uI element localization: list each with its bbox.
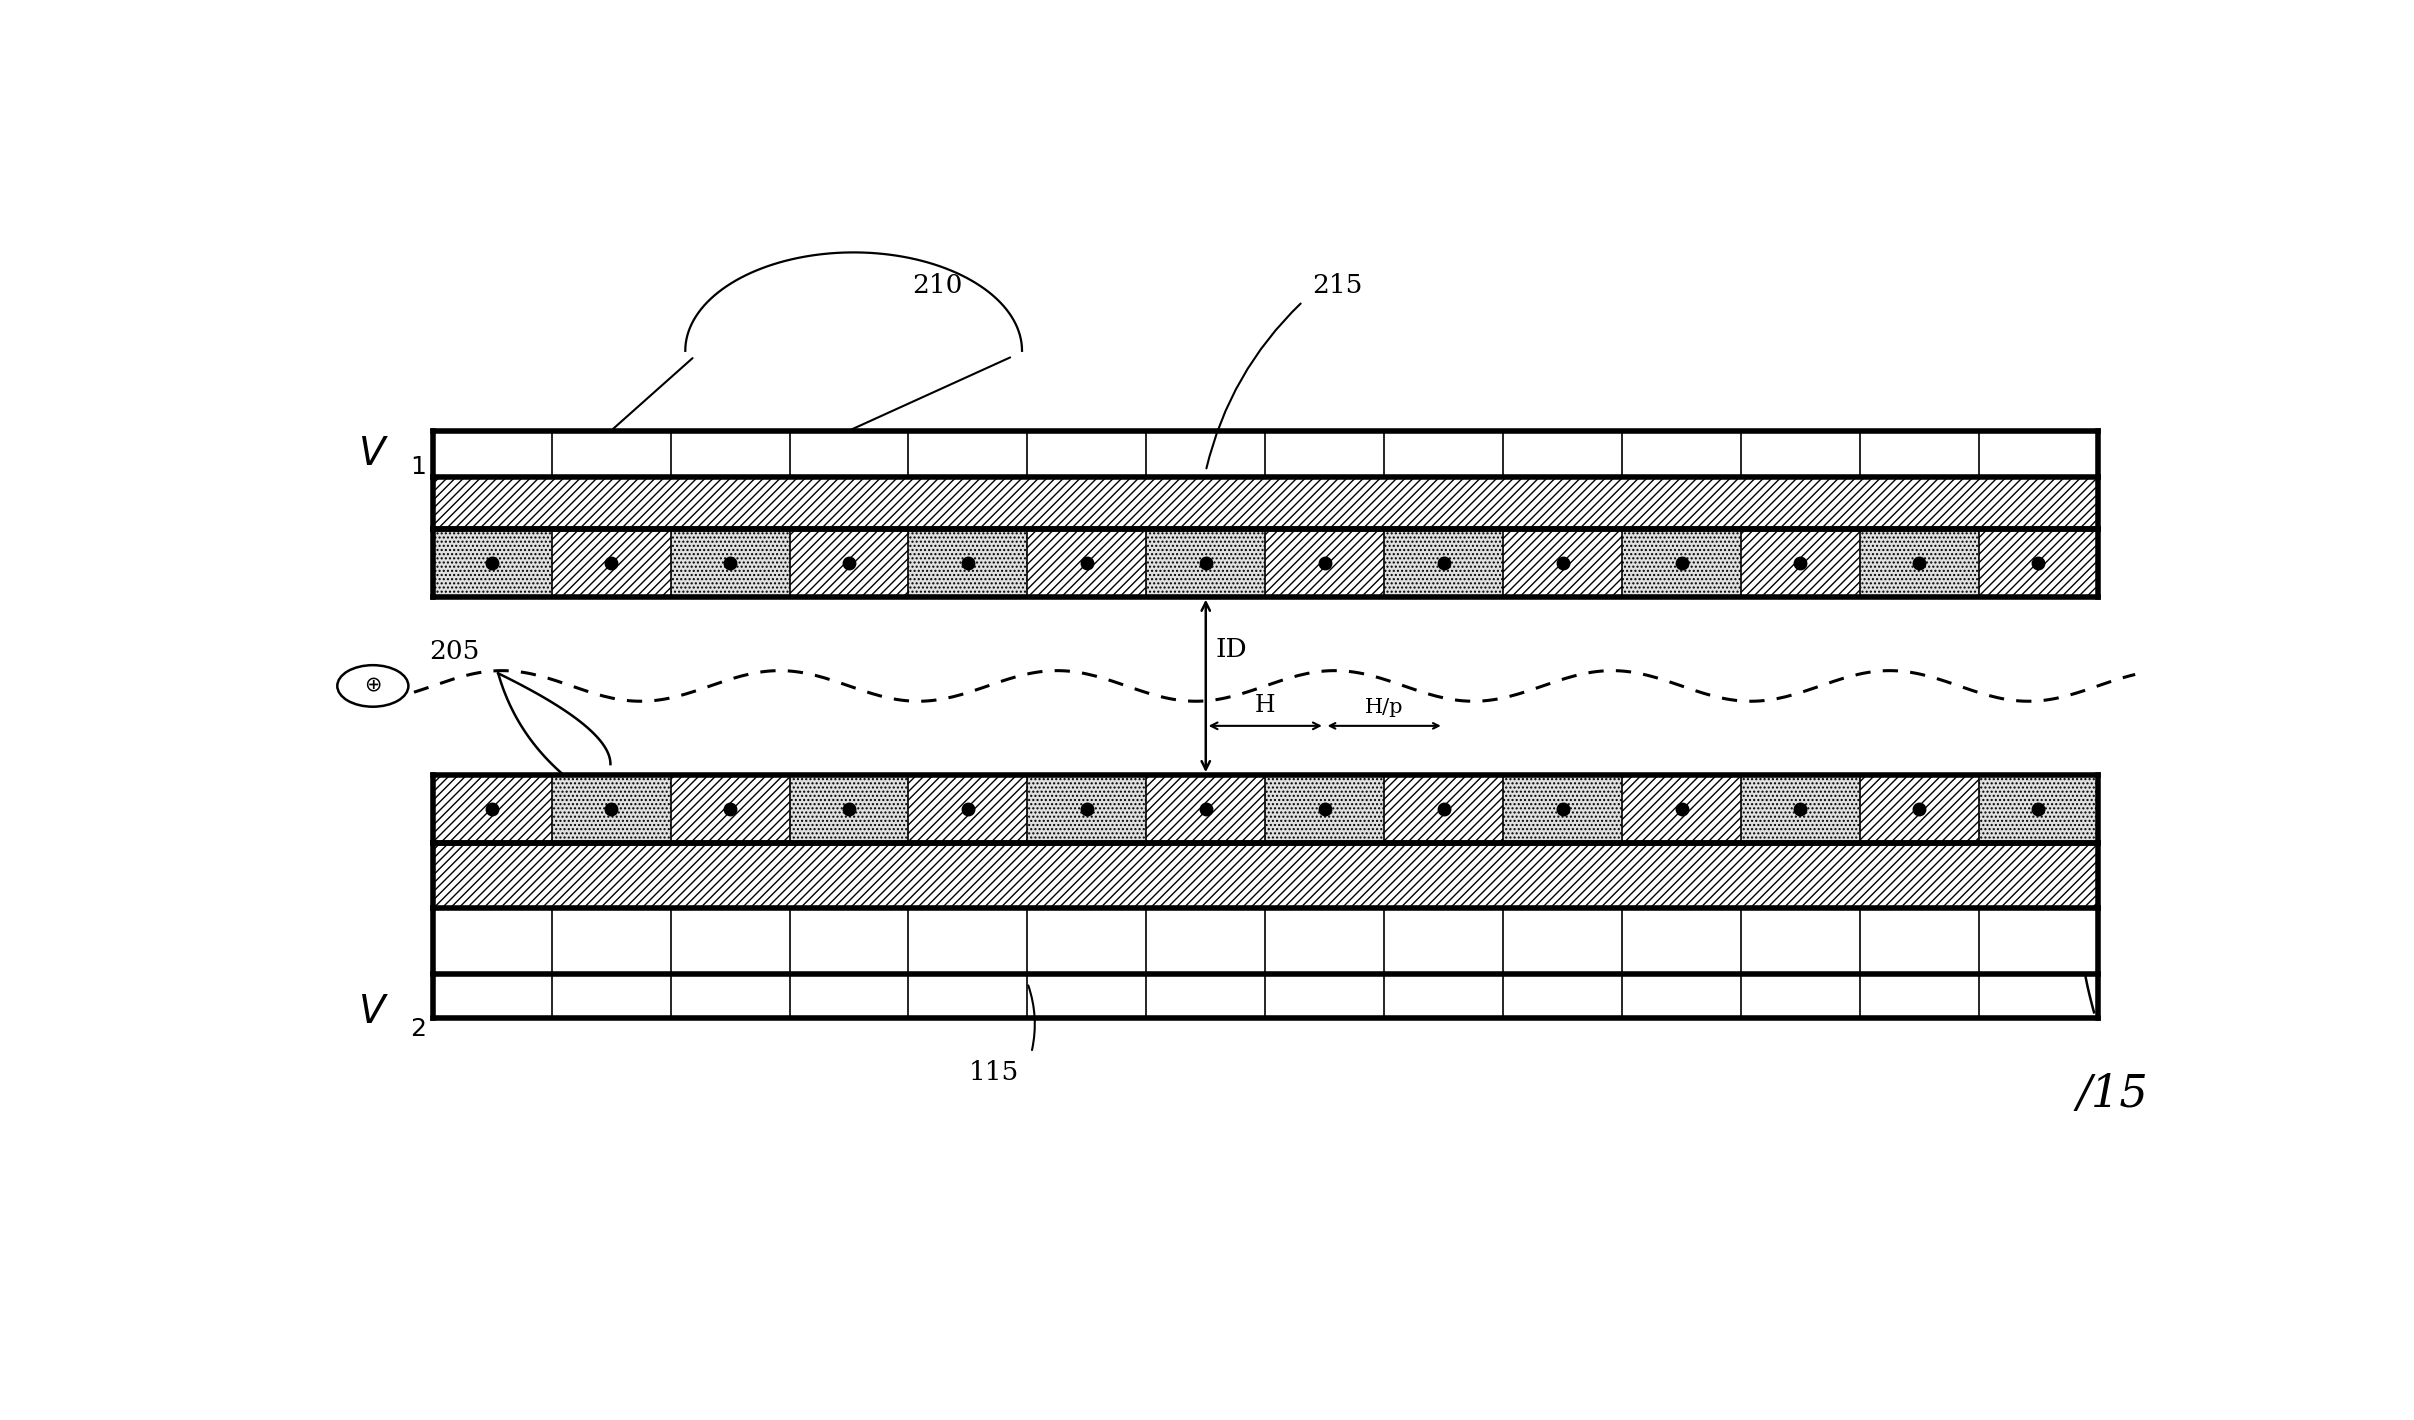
Text: ID: ID	[1214, 638, 1246, 662]
Bar	[671, 530, 789, 596]
Circle shape	[338, 665, 408, 707]
Text: H/p: H/p	[1364, 699, 1403, 717]
Bar	[1622, 530, 1740, 596]
Bar	[1859, 530, 1979, 596]
Text: 115: 115	[968, 1059, 1019, 1085]
Bar	[553, 775, 671, 843]
Text: $\mathit{V}$: $\mathit{V}$	[357, 994, 389, 1031]
Text: $\mathit{V}$: $\mathit{V}$	[357, 435, 389, 473]
Text: H: H	[1255, 694, 1275, 717]
Text: $\oplus$: $\oplus$	[365, 676, 381, 696]
Bar	[1265, 530, 1383, 596]
Text: 2: 2	[410, 1017, 427, 1041]
Bar	[1028, 530, 1147, 596]
Bar	[1265, 775, 1383, 843]
Text: 205: 205	[430, 639, 480, 665]
Bar	[908, 530, 1028, 596]
Text: 1: 1	[410, 454, 427, 479]
Bar	[1383, 530, 1504, 596]
Bar	[432, 909, 2098, 974]
Bar	[1859, 775, 1979, 843]
Bar	[432, 530, 553, 596]
Text: 210: 210	[912, 273, 963, 298]
Bar	[432, 775, 553, 843]
Bar	[1504, 775, 1622, 843]
Bar	[789, 530, 908, 596]
Bar	[432, 843, 2098, 909]
Bar	[908, 775, 1028, 843]
Bar	[432, 477, 2098, 530]
Bar	[1740, 530, 1859, 596]
Bar	[1028, 775, 1147, 843]
Bar	[1147, 775, 1265, 843]
Bar	[1979, 775, 2098, 843]
Bar	[1504, 530, 1622, 596]
Bar	[1979, 530, 2098, 596]
Bar	[671, 775, 789, 843]
Bar	[1383, 775, 1504, 843]
Text: 215: 215	[1313, 273, 1361, 298]
Bar	[1147, 530, 1265, 596]
Bar	[1622, 775, 1740, 843]
Bar	[553, 530, 671, 596]
Bar	[1740, 775, 1859, 843]
Bar	[432, 430, 2098, 477]
Text: /15: /15	[2076, 1072, 2148, 1116]
Bar	[789, 775, 908, 843]
